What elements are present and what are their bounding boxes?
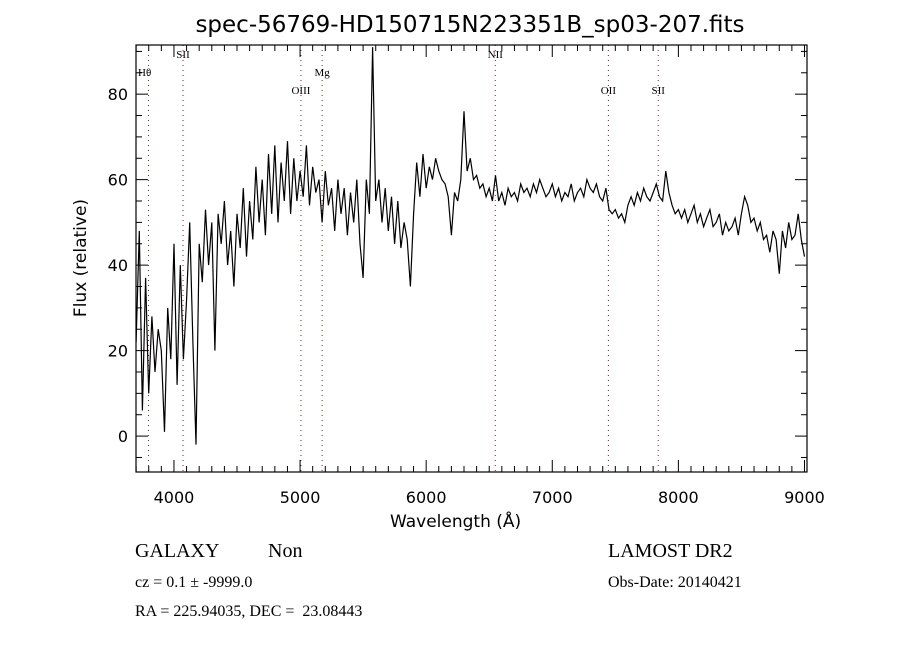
line-label-sii: SII <box>176 49 190 61</box>
object-subclass: Non <box>268 540 303 562</box>
line-label-hθ: Hθ <box>138 67 151 79</box>
y-tick-label: 20 <box>108 342 128 361</box>
x-tick-label: 5000 <box>280 488 321 507</box>
line-label-oii: OII <box>601 85 617 97</box>
y-tick-label: 60 <box>108 171 128 190</box>
line-label-nii: NII <box>488 49 504 61</box>
y-axis-label: Flux (relative) <box>71 198 91 318</box>
y-tick-label: 0 <box>118 427 128 446</box>
plot-frame <box>135 44 808 473</box>
coordinates-text: RA = 225.94035, DEC = 23.08443 <box>135 603 363 620</box>
x-tick-label: 8000 <box>658 488 699 507</box>
x-tick-label: 7000 <box>532 488 573 507</box>
object-type: GALAXY <box>135 540 220 562</box>
line-label-sii: SII <box>651 85 665 97</box>
x-axis-label: Wavelength (Å) <box>390 512 522 532</box>
line-label-oiii: OIII <box>291 85 310 97</box>
x-tick-label: 9000 <box>784 488 825 507</box>
survey-label: LAMOST DR2 <box>608 540 733 562</box>
x-tick-label: 4000 <box>154 488 195 507</box>
spectrum-line <box>136 47 806 445</box>
y-tick-label: 80 <box>108 85 128 104</box>
chart-title: spec-56769-HD150715N223351B_sp03-207.fit… <box>195 12 745 38</box>
y-tick-label: 40 <box>108 256 128 275</box>
redshift-text: cz = 0.1 ± -9999.0 <box>135 574 253 591</box>
x-tick-label: 6000 <box>406 488 447 507</box>
line-label-mg: Mg <box>314 67 330 79</box>
obs-date: Obs-Date: 20140421 <box>608 574 742 591</box>
